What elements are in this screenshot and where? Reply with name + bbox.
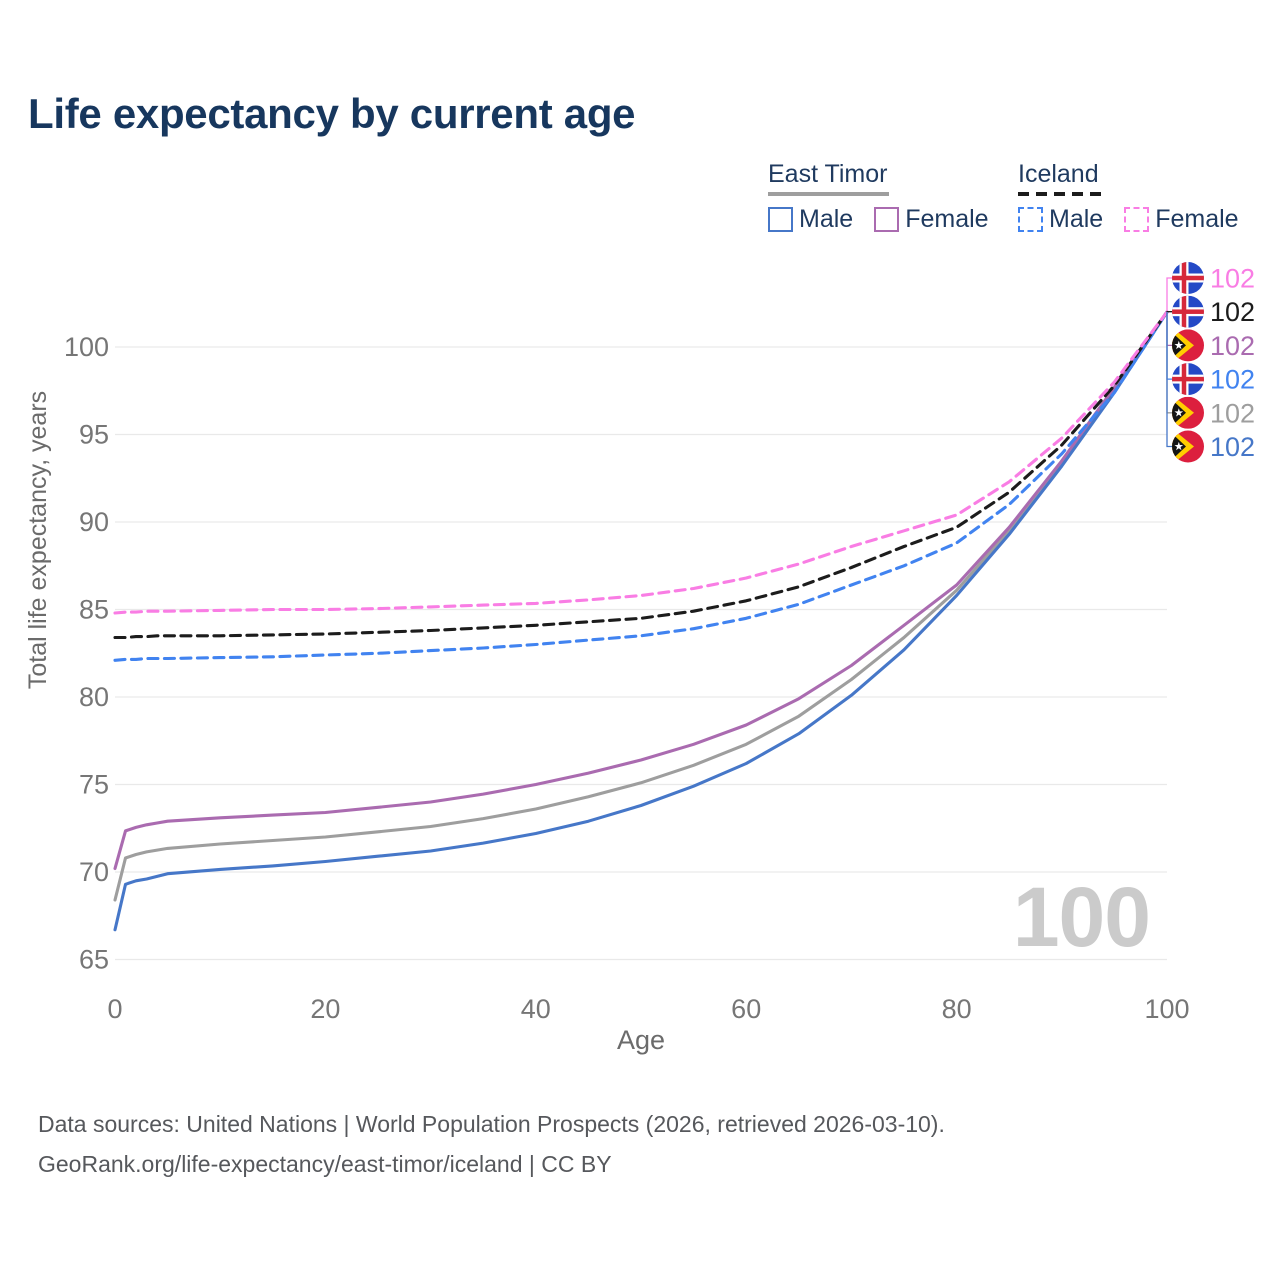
iceland-male-swatch-icon [1018,207,1043,232]
x-tick-label-20: 20 [310,994,340,1024]
legend-toggle-east-timor-female[interactable]: Female [874,205,989,234]
legend-item-label: Female [905,205,989,233]
x-tick-label-0: 0 [107,994,122,1024]
end-label-leader-4 [1166,312,1172,414]
end-value-label: 102 [1210,398,1255,428]
series-line-iceland-total[interactable] [113,310,1169,640]
end-value-label: 102 [1210,365,1255,395]
page-title: Life expectancy by current age [28,90,636,137]
attribution-line: GeoRank.org/life-expectancy/east-timor/i… [38,1151,612,1177]
data-source-line: Data sources: United Nations | World Pop… [38,1111,945,1137]
legend-group-title-east-timor: East Timor [768,160,888,188]
y-tick-label-65: 65 [79,945,109,975]
x-tick-label-40: 40 [521,994,551,1024]
end-value-label: 102 [1210,264,1255,294]
east-timor-flag-icon [1172,429,1204,465]
legend-item-label: Female [1155,205,1239,233]
x-tick-label-80: 80 [942,994,972,1024]
footer: Data sources: United Nations | World Pop… [38,1104,945,1184]
end-value-label: 102 [1210,432,1255,462]
legend-toggle-east-timor-male[interactable]: Male [768,205,853,234]
y-tick-label-90: 90 [79,507,109,537]
y-tick-label-80: 80 [79,682,109,712]
x-axis-title: Age [617,1025,665,1055]
y-tick-label-85: 85 [79,595,109,625]
end-label-leader-0 [1166,277,1172,312]
iceland-flag-icon [1172,262,1204,294]
end-label-leader-2 [1166,312,1172,347]
east-timor-female-swatch-icon [874,207,900,232]
east-timor-male-swatch-icon [768,207,793,232]
iceland-dashed-line-sample-icon [1018,191,1104,196]
series-line-east-timor-total[interactable] [113,310,1169,902]
age-counter-watermark: 100 [1013,870,1150,964]
y-axis-title: Total life expectancy, years [24,391,52,689]
y-tick-label-95: 95 [79,420,109,450]
iceland-flag-icon [1172,363,1204,395]
east-timor-flag-icon [1172,395,1204,431]
legend-item-label: Male [1049,205,1104,233]
iceland-female-swatch-icon [1124,207,1150,232]
end-label-leader-5 [1166,312,1172,448]
legend-item-label: Male [799,205,854,233]
series-line-east-timor-male[interactable] [113,310,1169,932]
legend-toggle-iceland-male[interactable]: Male [1018,205,1103,234]
legend-toggle-iceland-female[interactable]: Female [1124,205,1239,234]
east-timor-flag-icon [1172,327,1204,363]
east-timor-solid-line-sample-icon [768,191,889,196]
series-line-east-timor-female[interactable] [113,310,1169,871]
legend-group-title-iceland: Iceland [1018,160,1099,188]
y-tick-label-100: 100 [64,332,109,362]
legend-group-iceland: Iceland Male Female [1018,160,1239,234]
end-value-label: 102 [1210,331,1255,361]
legend-group-east-timor: East Timor Male Female [768,160,989,234]
legend: East Timor Male Female Iceland Male [768,160,1280,247]
series-line-iceland-male[interactable] [113,310,1169,662]
series-line-iceland-female[interactable] [113,310,1169,615]
end-value-label: 102 [1210,297,1255,327]
x-tick-label-100: 100 [1144,994,1189,1024]
y-tick-label-70: 70 [79,857,109,887]
iceland-flag-icon [1172,296,1204,328]
y-tick-label-75: 75 [79,770,109,800]
x-tick-label-60: 60 [731,994,761,1024]
